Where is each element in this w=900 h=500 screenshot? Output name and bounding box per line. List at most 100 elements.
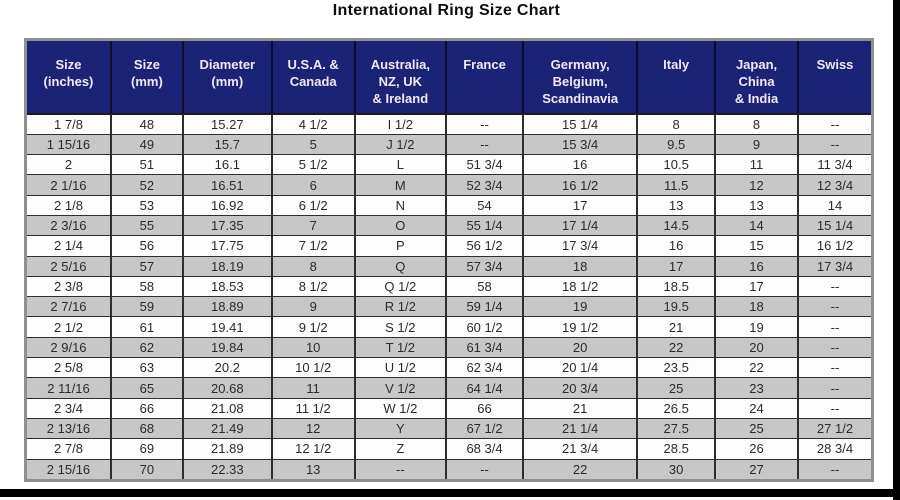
table-row: 2 1/8 53 16.92 6 1/2 N 54 17 13 13 14	[25, 194, 873, 216]
table-cell: 10 1/2	[270, 357, 355, 378]
table-cell: 13	[714, 194, 798, 216]
table-cell: 16	[714, 255, 798, 277]
table-cell: 22.33	[181, 458, 272, 481]
table-cell: 16	[522, 154, 638, 175]
table-cell: 17.35	[181, 214, 272, 236]
table-cell: 9	[270, 296, 355, 317]
table-cell: 8 1/2	[270, 275, 355, 297]
table-row: 1 15/16 49 15.7 5 J 1/2 -- 15 3/4 9.5 9 --	[25, 133, 873, 155]
table-cell: 20	[714, 336, 798, 358]
table-cell: 5	[270, 133, 355, 155]
table-cell: 52 3/4	[445, 174, 524, 196]
table-cell: 4 1/2	[270, 113, 355, 135]
table-cell: 12 1/2	[270, 438, 355, 460]
table-row: 2 5/16 57 18.19 8 Q 57 3/4 18 17 16 17 3/4	[25, 255, 873, 277]
column-header: Italy	[636, 39, 716, 115]
table-cell: 21 3/4	[522, 438, 638, 460]
table-cell: --	[797, 357, 873, 378]
table-cell: 26	[714, 438, 798, 460]
table-cell: 15 3/4	[522, 133, 638, 155]
table-cell: P	[353, 235, 447, 257]
table-cell: 15 1/4	[797, 214, 873, 236]
table-cell: 5 1/2	[270, 154, 355, 175]
table-cell: 2 5/16	[25, 255, 111, 277]
table-cell: T 1/2	[353, 336, 447, 358]
table-cell: 69	[109, 438, 183, 460]
table-cell: 51	[109, 154, 183, 175]
ring-size-table: Size (inches) Size (mm) Diameter (mm) U.S.A…	[24, 38, 874, 482]
table-cell: 13	[270, 458, 355, 481]
table-row: 1 7/8 48 15.27 4 1/2 I 1/2 -- 15 1/4 8 8 --	[25, 113, 873, 135]
table-cell: Z	[353, 438, 447, 460]
table-cell: 2 7/16	[25, 296, 111, 317]
table-cell: 9.5	[636, 133, 716, 155]
table-cell: 16 1/2	[797, 235, 873, 257]
table-cell: 22	[636, 336, 716, 358]
table-cell: 19.5	[636, 296, 716, 317]
page-title: International Ring Size Chart	[332, 2, 561, 19]
table-cell: 6 1/2	[270, 194, 355, 216]
table-cell: 20.68	[181, 377, 272, 399]
table-cell: 17 3/4	[797, 255, 873, 277]
table-cell: 54	[445, 194, 524, 216]
table-cell: 55 1/4	[445, 214, 524, 236]
table-body: 1 7/8 48 15.27 4 1/2 I 1/2 -- 15 1/4 8 8 -- 1 15/1…	[25, 113, 873, 481]
column-header: Size (mm)	[109, 39, 183, 115]
table-cell: 14	[797, 194, 873, 216]
table-cell: 62	[109, 336, 183, 358]
table-cell: 23	[714, 377, 798, 399]
table-cell: 12	[270, 417, 355, 439]
table-row: 2 3/8 58 18.53 8 1/2 Q 1/2 58 18 1/2 18.5 17 --	[25, 275, 873, 297]
table-cell: 70	[109, 458, 183, 481]
table-cell: 20	[522, 336, 638, 358]
table-cell: 7	[270, 214, 355, 236]
table-cell: 65	[109, 377, 183, 399]
table-cell: 21	[636, 316, 716, 338]
table-cell: 2 5/8	[25, 357, 111, 378]
table-cell: 49	[109, 133, 183, 155]
table-cell: 27	[714, 458, 798, 481]
table-cell: Y	[353, 417, 447, 439]
table-cell: 21.08	[181, 397, 272, 419]
table-cell: 2 9/16	[25, 336, 111, 358]
table-cell: 2 1/8	[25, 194, 111, 216]
table-cell: 2 1/16	[25, 174, 111, 196]
table-cell: 6	[270, 174, 355, 196]
table-cell: S 1/2	[353, 316, 447, 338]
table-cell: 15.7	[181, 133, 272, 155]
table-cell: 14.5	[636, 214, 716, 236]
table-cell: 14	[714, 214, 798, 236]
table-cell: 20 1/4	[522, 357, 638, 378]
table-cell: 7 1/2	[270, 235, 355, 257]
table-cell: 21	[522, 397, 638, 419]
table-cell: 18.5	[636, 275, 716, 297]
table-cell: 1 15/16	[25, 133, 111, 155]
table-cell: 11 1/2	[270, 397, 355, 419]
table-cell: 17.75	[181, 235, 272, 257]
table-cell: 68 3/4	[445, 438, 524, 460]
table-cell: 27 1/2	[797, 417, 873, 439]
table-cell: --	[445, 458, 524, 481]
table-row: 2 9/16 62 19.84 10 T 1/2 61 3/4 20 22 20 --	[25, 336, 873, 358]
table-cell: --	[445, 113, 524, 135]
table-cell: 22	[714, 357, 798, 378]
table-cell: M	[353, 174, 447, 196]
table-cell: 8	[636, 113, 716, 135]
table-cell: W 1/2	[353, 397, 447, 419]
table-cell: 17	[522, 194, 638, 216]
table-row: 2 51 16.1 5 1/2 L 51 3/4 16 10.5 11 11 3/4	[25, 154, 873, 175]
table-cell: 10	[270, 336, 355, 358]
table-cell: --	[797, 377, 873, 399]
table-cell: 58	[109, 275, 183, 297]
table-cell: 59	[109, 296, 183, 317]
table-cell: 28.5	[636, 438, 716, 460]
table-cell: R 1/2	[353, 296, 447, 317]
table-cell: 58	[445, 275, 524, 297]
table-cell: 2 3/16	[25, 214, 111, 236]
table-cell: 2 15/16	[25, 458, 111, 481]
table-cell: 57 3/4	[445, 255, 524, 277]
table-cell: 15 1/4	[522, 113, 638, 135]
table-cell: 51 3/4	[445, 154, 524, 175]
table-cell: 19.41	[181, 316, 272, 338]
column-header: Germany, Belgium, Scandinavia	[522, 39, 638, 115]
